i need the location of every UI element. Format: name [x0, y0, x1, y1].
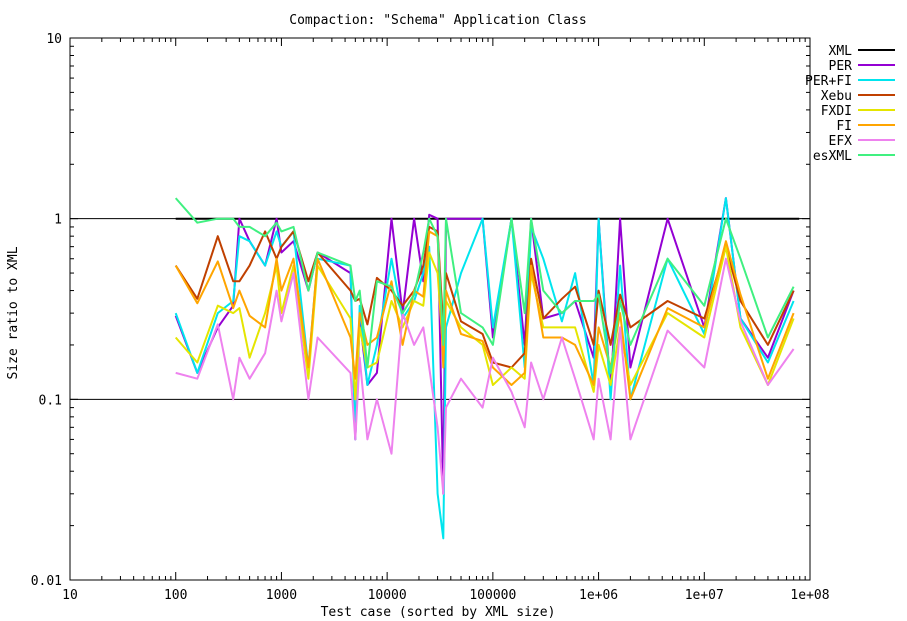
- series-line-xebu: [174, 225, 795, 369]
- legend-label-fxdi: FXDI: [821, 104, 852, 119]
- x-tick-label-5: 1e+06: [579, 588, 618, 603]
- y-tick-label-1: 0.1: [39, 393, 62, 408]
- legend-label-fi: FI: [836, 119, 852, 134]
- legend-label-esxml: esXML: [813, 149, 852, 164]
- plot-frame: [69, 37, 811, 581]
- series-line-per: [174, 197, 795, 495]
- x-tick-label-1: 100: [164, 588, 187, 603]
- series-line-esxml: [174, 197, 795, 374]
- chart-title: Compaction: "Schema" Application Class: [289, 13, 586, 28]
- legend-label-xml: XML: [829, 44, 853, 59]
- x-tick-label-0: 10: [62, 588, 78, 603]
- series-line-fxdi: [174, 245, 795, 401]
- series-layer: [174, 197, 800, 540]
- series-line-efx: [175, 257, 795, 495]
- legend-label-efx: EFX: [829, 134, 853, 149]
- y-tick-label-2: 1: [54, 213, 62, 228]
- legend-label-per-fi: PER+FI: [805, 74, 852, 89]
- y-tick-label-0: 0.01: [31, 574, 62, 589]
- legend-label-xebu: Xebu: [821, 89, 852, 104]
- x-tick-label-3: 10000: [368, 588, 407, 603]
- x-axis-label: Test case (sorted by XML size): [321, 605, 556, 620]
- x-tick-label-7: 1e+08: [790, 588, 829, 603]
- x-tick-label-6: 1e+07: [685, 588, 724, 603]
- x-axis-ticks: 10 100 1000 10000 100000 1e+06 1e+07 1e+08: [62, 38, 830, 603]
- x-tick-label-4: 100000: [469, 588, 516, 603]
- y-tick-label-3: 10: [46, 32, 62, 47]
- y-axis-ticks: 0.01 0.1 1 10: [31, 32, 810, 589]
- legend-label-per: PER: [829, 59, 853, 74]
- y-axis-label: Size ratio to XML: [6, 246, 21, 379]
- x-tick-label-2: 1000: [266, 588, 297, 603]
